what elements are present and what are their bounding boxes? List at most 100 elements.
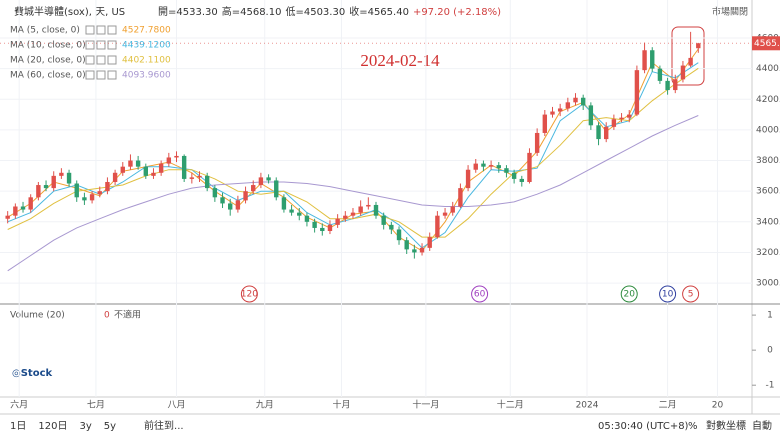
candle-body	[580, 97, 586, 106]
y-tick-label: 3400.00	[756, 217, 780, 227]
legend-icon[interactable]	[107, 25, 117, 35]
toolbar-button[interactable]: 3y	[79, 421, 91, 432]
candle-body	[13, 206, 18, 216]
y-tick-label: -1	[766, 381, 775, 391]
legend-icon[interactable]	[107, 70, 117, 80]
x-tick-label: 七月	[87, 400, 105, 411]
legend-icon[interactable]	[85, 25, 95, 35]
period-marker-label: 10	[662, 290, 674, 300]
candle-body	[258, 177, 264, 186]
symbol-title: 費城半導體(sox), 天, US	[14, 5, 125, 18]
y-tick-label: 4200.00	[756, 95, 780, 105]
legend-icon[interactable]	[96, 25, 106, 35]
legend-name: MA (20, close, 0)	[10, 56, 86, 66]
legend-name: MA (60, close, 0)	[10, 71, 86, 81]
candle-body	[151, 172, 156, 176]
candle-body	[36, 185, 41, 198]
date-annotation: 2024-02-14	[360, 51, 440, 70]
period-marker	[620, 285, 638, 303]
candle-body	[557, 108, 563, 112]
candle-body	[266, 177, 271, 181]
candle-body	[611, 119, 617, 127]
toolbar-button[interactable]: 1日	[10, 421, 26, 432]
y-tick-label: 3000.00	[756, 279, 780, 289]
ohlc-value: +97.20 (+2.18%)	[413, 7, 501, 18]
candle-body	[366, 204, 371, 207]
candle-body	[281, 197, 287, 210]
candle-body	[381, 215, 386, 225]
candle-body	[220, 197, 225, 204]
candle-body	[20, 206, 26, 210]
candle-body	[235, 200, 241, 210]
toolbar-item[interactable]: %	[688, 421, 698, 432]
candle-body	[412, 249, 417, 253]
candle-body	[427, 237, 432, 248]
period-marker-label: 120	[241, 290, 258, 300]
candle-body	[105, 181, 110, 192]
y-tick-label: 1	[767, 311, 773, 321]
candle-body	[373, 204, 379, 216]
legend-name: MA (5, close, 0)	[10, 26, 80, 36]
candle-body	[28, 197, 33, 210]
candle-body	[619, 117, 624, 120]
candle-body	[665, 80, 670, 91]
candle-body	[350, 212, 356, 216]
legend-icon[interactable]	[96, 70, 106, 80]
candle-body	[327, 224, 333, 232]
candle-body	[634, 70, 640, 115]
legend-icon[interactable]	[96, 55, 106, 65]
legend-value: 4439.1200	[122, 41, 171, 51]
candle-body	[573, 97, 578, 103]
x-tick-label: 十一月	[412, 399, 439, 411]
period-marker-label: 60	[474, 290, 486, 300]
candle-body	[527, 152, 532, 182]
candle-body	[688, 57, 693, 66]
legend-icon[interactable]	[96, 40, 106, 50]
legend-icon[interactable]	[85, 70, 95, 80]
legend-icon[interactable]	[85, 55, 95, 65]
x-tick-label: 十二月	[497, 399, 524, 411]
highlight-box	[671, 26, 705, 86]
candle-body	[534, 132, 540, 153]
toolbar-button[interactable]: 前往到...	[144, 419, 184, 432]
candle-body	[358, 206, 363, 213]
candle-body	[680, 65, 686, 80]
legend-icon[interactable]	[85, 40, 95, 50]
period-marker	[240, 285, 258, 303]
candle-body	[504, 168, 509, 173]
candle-body	[89, 194, 95, 201]
candle-body	[696, 43, 701, 49]
legend-icon[interactable]	[107, 40, 117, 50]
period-marker-label: 20	[623, 290, 635, 300]
volume-value: 0	[104, 311, 110, 321]
candle-body	[458, 188, 463, 207]
candle-body	[465, 169, 471, 189]
legend-icon[interactable]	[107, 55, 117, 65]
candle-body	[120, 166, 125, 173]
ma-line	[7, 115, 699, 272]
x-tick-label: 2024	[576, 401, 599, 411]
toolbar-item[interactable]: 自動	[752, 419, 772, 432]
candle-body	[565, 102, 571, 109]
candle-body	[143, 166, 148, 176]
toolbar-item[interactable]: 對數坐標	[706, 419, 746, 432]
toolbar-button[interactable]: 120日	[38, 421, 67, 432]
y-tick-label: 3800.00	[756, 156, 780, 166]
period-marker	[682, 285, 700, 303]
candle-body	[66, 172, 72, 184]
candle-body	[604, 126, 609, 140]
y-tick-label: 3200.00	[756, 248, 780, 258]
candle-body	[189, 177, 195, 179]
toolbar-button[interactable]: 5y	[104, 421, 116, 432]
candle-body	[251, 185, 256, 192]
y-tick-label: 0	[767, 346, 773, 356]
last-price-label: 4565.40	[754, 39, 780, 49]
period-marker	[471, 285, 489, 303]
candle-body	[519, 178, 524, 182]
ohlc-value: 收=4565.40	[349, 5, 409, 18]
candle-body	[82, 197, 87, 201]
candle-body	[158, 163, 164, 173]
candle-body	[181, 155, 187, 179]
candle-body	[243, 191, 248, 201]
x-tick-label: 六月	[10, 399, 28, 411]
